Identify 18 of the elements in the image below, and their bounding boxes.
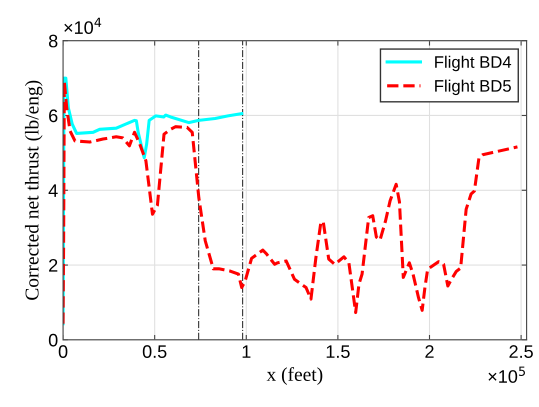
y-tick-label: 0: [48, 334, 58, 347]
text: ×10$^{4}$: [64, 18, 102, 34]
x-tick-label: 2.5: [509, 345, 533, 358]
y-tick-label: 4: [48, 184, 58, 197]
legend-label: Flight BD4: [435, 56, 512, 72]
x-tick-label: 1: [242, 345, 250, 358]
line-series: [63, 80, 519, 326]
y-tick-label: 2: [49, 258, 58, 272]
x-axis-title: x (feet): [266, 367, 322, 385]
y-tick-label: 8: [48, 34, 58, 48]
y-tick-label: 6: [49, 109, 58, 122]
x-tick-label: 2: [425, 345, 434, 358]
text: ×10$^{5}$: [488, 366, 525, 383]
x-tick-label: 1.5: [326, 345, 350, 358]
x-tick-label: 0.5: [142, 345, 166, 358]
legend-label: Flight BD5: [435, 80, 511, 96]
x-tick-label: 0: [58, 345, 68, 358]
y-axis-title: Corrected net thrust (lb/eng): [24, 80, 43, 300]
